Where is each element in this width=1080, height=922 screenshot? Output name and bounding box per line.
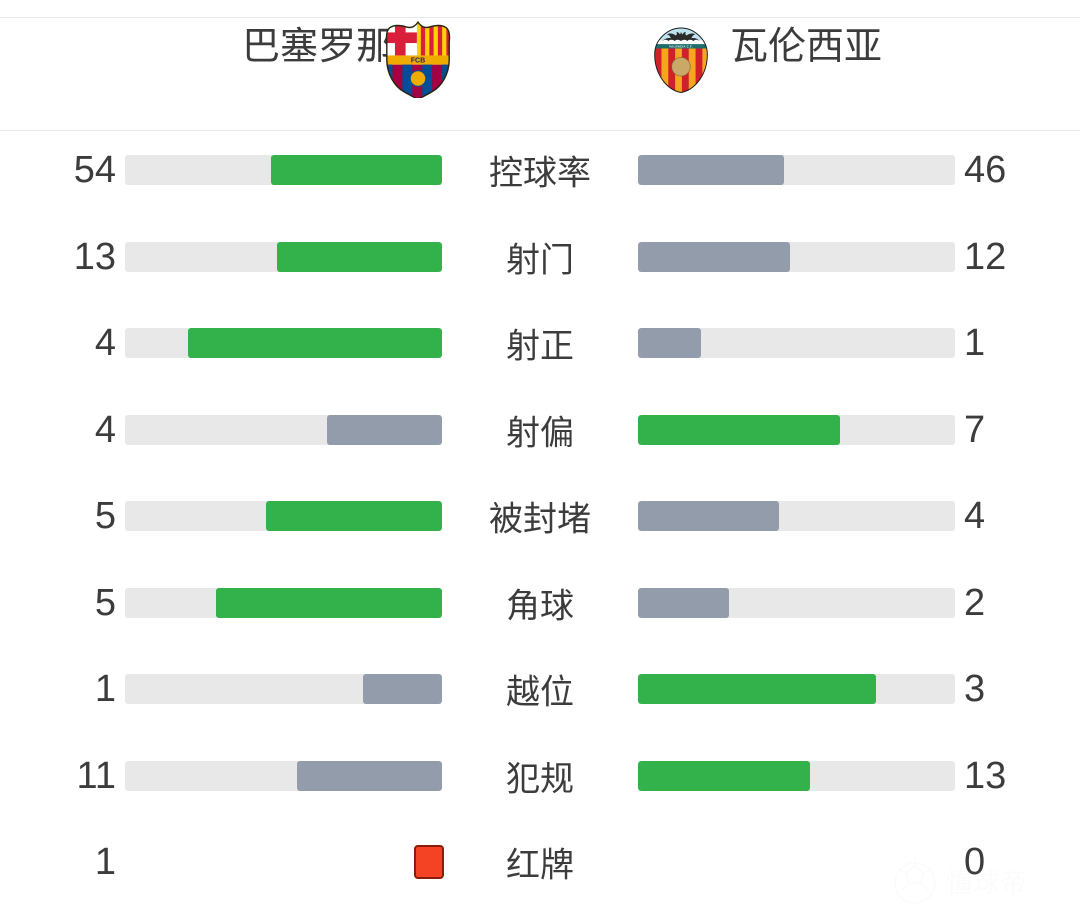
svg-text:懂球帝: 懂球帝 bbox=[946, 868, 1027, 898]
svg-text:VALENCIA C.F.: VALENCIA C.F. bbox=[669, 45, 693, 49]
svg-text:FCB: FCB bbox=[411, 57, 426, 65]
